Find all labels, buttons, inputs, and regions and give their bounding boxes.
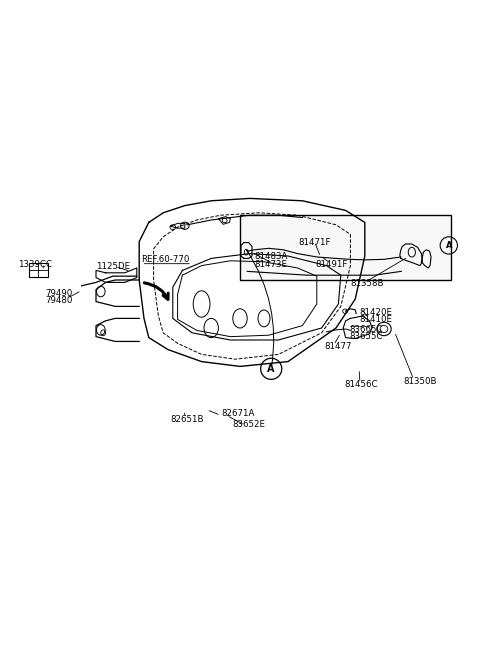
Text: 81477: 81477 [324, 342, 352, 351]
Text: 81483A: 81483A [254, 253, 288, 262]
Text: 79490: 79490 [46, 289, 73, 298]
Text: REF.60-770: REF.60-770 [142, 255, 190, 264]
Text: 81358B: 81358B [350, 279, 384, 289]
Text: A: A [445, 241, 452, 250]
Text: 81473E: 81473E [254, 260, 288, 269]
Text: A: A [267, 364, 275, 374]
Text: 1339CC: 1339CC [18, 260, 52, 269]
Text: 81420E: 81420E [359, 308, 392, 317]
Text: 83655C: 83655C [349, 332, 383, 341]
Text: 82671A: 82671A [222, 409, 255, 418]
Text: 81471F: 81471F [299, 238, 331, 247]
Text: 83665C: 83665C [349, 325, 383, 334]
Text: 81350B: 81350B [403, 377, 437, 386]
Text: 1125DE: 1125DE [96, 262, 130, 271]
Text: 79480: 79480 [46, 296, 73, 304]
Text: 83652E: 83652E [233, 420, 266, 430]
FancyBboxPatch shape [240, 215, 451, 280]
Text: 81456C: 81456C [345, 380, 378, 389]
Text: 81410E: 81410E [359, 315, 392, 324]
Text: 82651B: 82651B [170, 415, 204, 424]
Text: 81491F: 81491F [316, 260, 348, 269]
